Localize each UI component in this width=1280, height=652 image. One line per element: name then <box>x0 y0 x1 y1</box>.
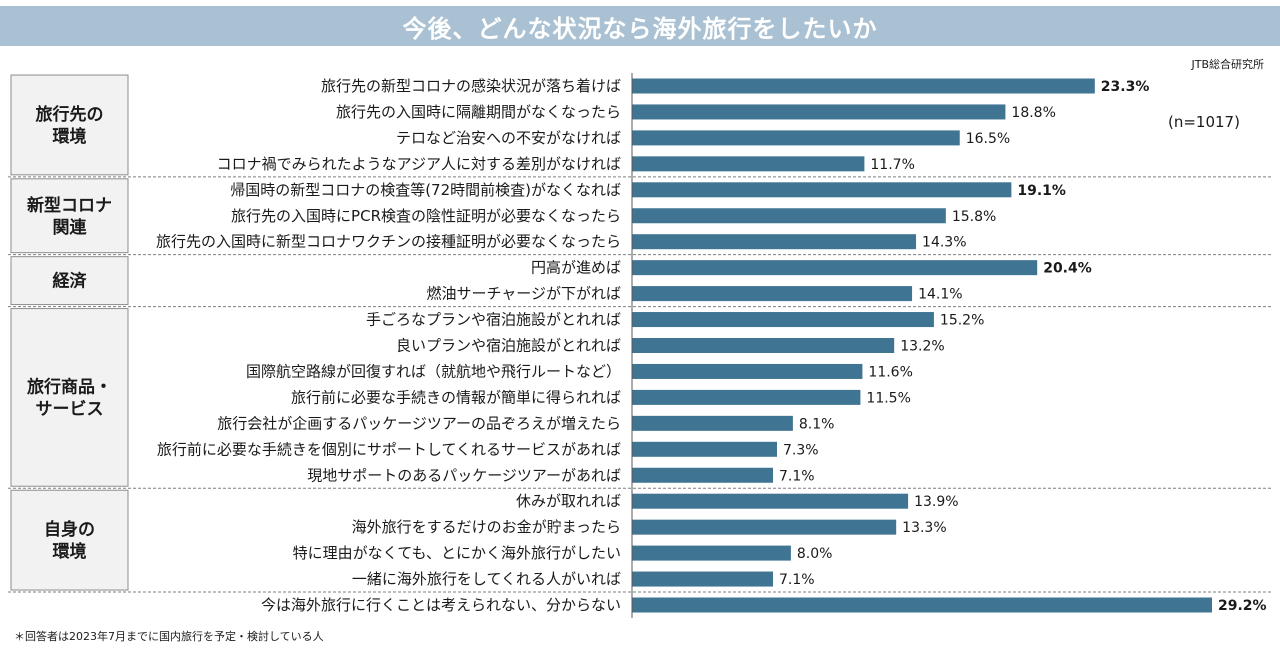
value-label: 11.6% <box>868 364 912 380</box>
bar <box>632 597 1212 613</box>
category-label: 今は海外旅行に行くことは考えられない、分からない <box>261 596 621 614</box>
value-label: 13.9% <box>914 494 958 510</box>
category-label: 旅行前に必要な手続きの情報が簡単に得られれば <box>291 388 621 406</box>
group-box <box>10 74 129 176</box>
group-box <box>10 489 129 591</box>
value-label: 8.1% <box>799 416 835 432</box>
group-box <box>10 178 129 254</box>
group-label: 自身の環境 <box>44 519 95 562</box>
bar <box>632 467 774 483</box>
value-label: 7.3% <box>783 442 819 458</box>
bar <box>632 519 897 535</box>
bar <box>632 441 777 457</box>
category-label: 燃油サーチャージが下がれば <box>426 285 621 303</box>
category-label: 円高が進めば <box>531 259 621 277</box>
value-label: 13.3% <box>902 520 946 536</box>
bar <box>632 182 1012 198</box>
category-label: 旅行会社が企画するパッケージツアーの品ぞろえが増えたら <box>217 414 621 432</box>
value-label: 11.5% <box>866 390 910 406</box>
category-label: 良いプランや宿泊施設がとれれば <box>396 337 621 355</box>
value-label: 14.3% <box>922 235 966 251</box>
category-label: 国際航空路線が回復すれば（就航地や飛行ルートなど） <box>246 362 621 380</box>
bar <box>632 571 774 587</box>
group-label: 旅行商品・サービス <box>27 376 112 419</box>
bar <box>632 260 1038 276</box>
bar <box>632 104 1006 120</box>
value-label: 7.1% <box>779 468 815 484</box>
group-label: 新型コロナ関連 <box>27 195 112 238</box>
category-label: 旅行先の新型コロナの感染状況が落ち着けば <box>321 77 621 95</box>
sample-size-note: (n=1017) <box>1168 113 1240 131</box>
category-label: 現地サポートのあるパッケージツアーがあれば <box>307 466 621 484</box>
bar <box>632 130 960 146</box>
value-label: 23.3% <box>1101 79 1150 95</box>
bar <box>632 234 917 250</box>
bar <box>632 338 895 353</box>
bar <box>632 156 865 172</box>
category-label: テロなど治安への不安がなければ <box>396 129 621 147</box>
value-label: 19.1% <box>1017 183 1066 199</box>
category-label: 帰国時の新型コロナの検査等(72時間前検査)がなくなれば <box>230 181 621 199</box>
category-label: 海外旅行をするだけのお金が貯まったら <box>352 518 621 536</box>
value-label: 29.2% <box>1218 598 1267 614</box>
category-label: 休みが取れれば <box>516 492 621 510</box>
bar <box>632 363 863 379</box>
group-box <box>10 256 129 306</box>
bar <box>632 389 861 405</box>
bar <box>632 415 793 431</box>
value-label: 15.2% <box>940 313 984 329</box>
category-label: 旅行先の入国時に隔離期間がなくなったら <box>336 103 621 121</box>
group-label: 旅行先の環境 <box>36 104 104 147</box>
category-label: コロナ禍でみられたようなアジア人に対する差別がなければ <box>217 155 621 173</box>
bar <box>632 208 946 224</box>
value-label: 11.7% <box>870 157 914 173</box>
value-label: 18.8% <box>1011 105 1055 121</box>
value-label: 16.5% <box>966 131 1010 147</box>
chart-title: 今後、どんな状況なら海外旅行をしたいか <box>0 6 1280 46</box>
category-label: 手ごろなプランや宿泊施設がとれれば <box>366 311 621 329</box>
category-label: 一緒に海外旅行をしてくれる人がいれば <box>352 570 621 588</box>
group-box <box>10 308 129 487</box>
group-label: 経済 <box>53 271 88 292</box>
value-label: 7.1% <box>779 572 815 588</box>
source-label: JTB総合研究所 <box>1191 58 1264 71</box>
category-label: 旅行前に必要な手続きを個別にサポートしてくれるサービスがあれば <box>157 440 621 458</box>
bar <box>632 286 913 302</box>
bar <box>632 78 1095 94</box>
bar <box>632 545 791 561</box>
value-label: 14.1% <box>918 287 962 303</box>
value-label: 15.8% <box>952 209 996 225</box>
bar <box>632 493 909 509</box>
value-label: 8.0% <box>797 546 833 562</box>
value-label: 20.4% <box>1043 261 1092 277</box>
footnote: ＊回答者は2023年7月までに国内旅行を予定・検討している人 <box>14 630 324 643</box>
category-label: 旅行先の入国時にPCR検査の陰性証明が必要なくなったら <box>231 207 621 225</box>
value-label: 13.2% <box>900 339 944 355</box>
category-label: 旅行先の入国時に新型コロナワクチンの接種証明が必要なくなったら <box>156 233 621 251</box>
bar <box>632 312 934 328</box>
category-label: 特に理由がなくても、とにかく海外旅行がしたい <box>293 544 621 562</box>
